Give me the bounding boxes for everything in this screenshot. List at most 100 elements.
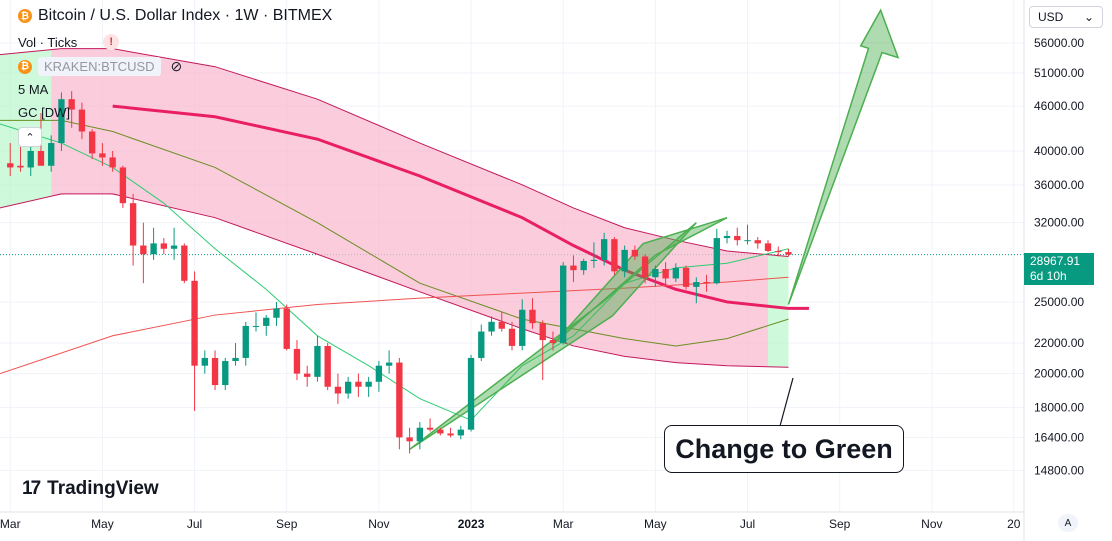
vol-label[interactable]: Vol · Ticks xyxy=(18,34,78,50)
candle-body xyxy=(744,240,751,242)
x-tick-label: May xyxy=(644,517,667,531)
callout-text: Change to Green xyxy=(675,433,893,464)
candle-body xyxy=(580,260,587,271)
candle-body xyxy=(232,357,239,362)
candle-body xyxy=(17,165,24,168)
band-edge-lower xyxy=(0,193,789,368)
band-edge-upper xyxy=(0,48,789,257)
tradingview-logo[interactable]: 17 TradingView xyxy=(22,478,159,500)
callout-leader xyxy=(779,377,794,427)
candle-body xyxy=(754,240,761,244)
collapse-legend-button[interactable]: ⌃ xyxy=(18,127,42,147)
y-tick-label: 36000.00 xyxy=(1034,178,1084,192)
last-price: 28967.91 xyxy=(1030,254,1081,268)
x-tick-label: Mar xyxy=(0,517,21,531)
bitcoin-compare-icon: ₿ xyxy=(18,59,32,74)
ma-label[interactable]: 5 MA xyxy=(18,82,49,97)
x-tick-label: Nov xyxy=(368,517,389,531)
y-tick-label: 46000.00 xyxy=(1034,99,1084,113)
series-line-3 xyxy=(0,276,789,375)
candle-body xyxy=(631,249,639,257)
candle-body xyxy=(27,150,34,168)
candles xyxy=(7,91,792,454)
candle-body xyxy=(549,340,557,344)
gc-label[interactable]: GC [DW] xyxy=(18,105,70,120)
trend-arrow-1 xyxy=(787,8,900,305)
candle-body xyxy=(713,238,720,284)
y-tick-label: 25000.00 xyxy=(1034,295,1084,309)
candle-body xyxy=(529,309,536,324)
candle-body xyxy=(222,361,229,386)
candle-body xyxy=(88,131,96,154)
compare-symbol[interactable]: KRAKEN:BTCUSD xyxy=(38,57,161,76)
y-tick-label: 16400.00 xyxy=(1034,430,1084,444)
auto-scale-button[interactable]: A xyxy=(1058,514,1078,532)
x-tick-label: Sep xyxy=(829,517,851,531)
candle-body xyxy=(7,163,14,168)
candle-body xyxy=(570,265,577,271)
candle-body xyxy=(375,365,383,382)
candle-body xyxy=(723,235,731,239)
axes: 56000.00 51000.00 46000.00 40000.00 36000.00… xyxy=(0,0,1084,541)
candle-body xyxy=(703,282,710,284)
candle-body xyxy=(109,157,116,168)
candle-body xyxy=(498,321,505,329)
brand-name: TradingView xyxy=(47,478,159,499)
candle-body xyxy=(447,433,454,436)
compare-legend: ₿ KRAKEN:BTCUSD ⊘ xyxy=(18,57,182,76)
candle-body xyxy=(211,357,219,386)
series-line-0 xyxy=(0,123,789,421)
candle-body xyxy=(160,243,168,249)
callout-box[interactable]: Change to Green xyxy=(664,425,904,473)
band-red xyxy=(51,48,768,367)
candle-body xyxy=(58,99,65,144)
candle-body xyxy=(150,243,157,255)
bar-countdown: 6d 10h xyxy=(1030,269,1067,283)
candle-body xyxy=(426,427,434,430)
warning-icon[interactable]: ! xyxy=(103,34,120,50)
candle-body xyxy=(181,245,188,281)
gc-legend: GC [DW] xyxy=(18,105,70,120)
candle-body xyxy=(590,259,598,261)
candle-body xyxy=(488,321,495,332)
candle-body xyxy=(334,386,342,394)
auto-scale-label: A xyxy=(1064,517,1072,529)
candle-body xyxy=(37,150,45,166)
ma-legend: 5 MA xyxy=(18,82,48,97)
candle-body xyxy=(682,267,690,287)
candle-body xyxy=(672,267,680,279)
candle-body xyxy=(314,345,321,377)
x-tick-label: Nov xyxy=(921,517,942,531)
candle-body xyxy=(437,429,444,434)
ma-band xyxy=(0,48,789,368)
x-tick-label: Jul xyxy=(187,517,202,531)
candle-body xyxy=(611,239,618,272)
candle-body xyxy=(355,381,362,387)
volume-legend: Vol · Ticks ! xyxy=(18,34,120,50)
candle-body xyxy=(201,357,208,366)
series-line-2 xyxy=(0,119,789,347)
candle-body xyxy=(734,235,741,241)
trend-arrows xyxy=(409,8,900,450)
y-tick-label: 14800.00 xyxy=(1034,463,1084,477)
y-tick-label: 18000.00 xyxy=(1034,400,1084,414)
trend-arrow-2 xyxy=(552,216,728,346)
candle-body xyxy=(242,325,249,358)
currency-select[interactable]: USD ⌄ xyxy=(1029,6,1103,28)
candle-body xyxy=(467,357,475,430)
chevron-up-icon: ⌃ xyxy=(25,131,35,144)
candle-body xyxy=(641,256,649,278)
candle-body xyxy=(764,243,772,251)
x-tick-label: 2023 xyxy=(458,517,485,531)
candle-body xyxy=(170,245,178,249)
x-tick-label: Jul xyxy=(740,517,755,531)
candle-body xyxy=(78,109,86,132)
candle-body xyxy=(304,373,311,377)
currency-value: USD xyxy=(1038,10,1064,24)
chart-header: ₿ Bitcoin / U.S. Dollar Index · 1W · BIT… xyxy=(18,7,332,25)
candle-body xyxy=(252,325,260,327)
hidden-eye-icon[interactable]: ⊘ xyxy=(170,58,183,74)
symbol-title[interactable]: Bitcoin / U.S. Dollar Index · 1W · BITME… xyxy=(38,7,333,24)
candle-body xyxy=(263,317,270,326)
